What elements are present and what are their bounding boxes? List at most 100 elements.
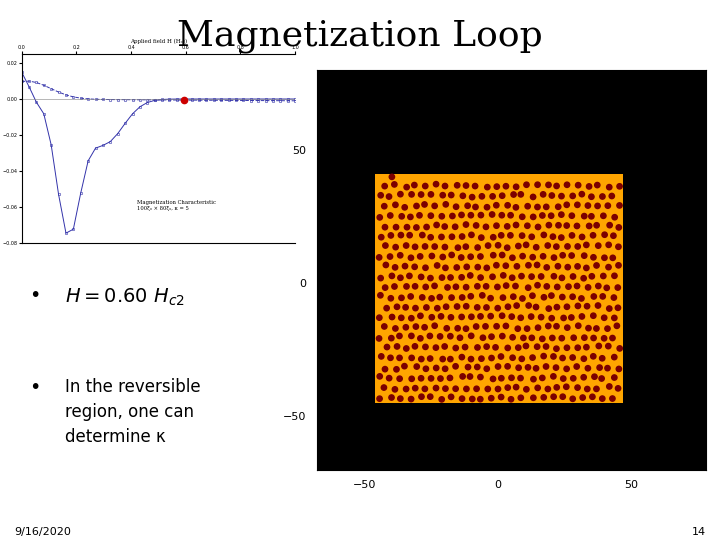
Circle shape	[617, 346, 622, 351]
Circle shape	[495, 284, 500, 289]
Circle shape	[457, 335, 463, 340]
Circle shape	[485, 205, 490, 210]
Circle shape	[581, 356, 587, 361]
Circle shape	[478, 275, 483, 280]
Circle shape	[584, 265, 589, 271]
Text: 14: 14	[691, 527, 706, 537]
Circle shape	[500, 252, 505, 258]
Circle shape	[510, 355, 516, 360]
Circle shape	[459, 314, 464, 320]
Circle shape	[530, 355, 535, 360]
Circle shape	[595, 284, 601, 289]
Circle shape	[544, 344, 549, 349]
Circle shape	[611, 295, 616, 300]
Circle shape	[520, 296, 525, 301]
Circle shape	[579, 296, 584, 301]
Circle shape	[508, 213, 513, 218]
Circle shape	[409, 192, 414, 197]
Circle shape	[499, 213, 505, 218]
Circle shape	[540, 213, 545, 218]
Circle shape	[414, 364, 420, 369]
Circle shape	[387, 375, 392, 381]
Circle shape	[393, 245, 398, 250]
Circle shape	[514, 264, 520, 269]
Circle shape	[454, 304, 460, 309]
Circle shape	[600, 294, 606, 299]
Circle shape	[600, 213, 606, 219]
Circle shape	[392, 265, 397, 270]
Circle shape	[616, 225, 621, 230]
Circle shape	[444, 304, 449, 309]
Circle shape	[541, 254, 546, 259]
Circle shape	[404, 185, 410, 190]
Circle shape	[428, 376, 433, 381]
Circle shape	[529, 234, 534, 239]
Circle shape	[546, 306, 552, 311]
Circle shape	[418, 274, 424, 280]
Circle shape	[590, 313, 596, 319]
Circle shape	[575, 323, 581, 328]
Circle shape	[467, 374, 472, 379]
Circle shape	[616, 244, 621, 249]
Circle shape	[500, 313, 505, 319]
Circle shape	[435, 306, 440, 311]
Circle shape	[473, 204, 478, 210]
Circle shape	[564, 384, 569, 389]
Circle shape	[541, 295, 546, 300]
Circle shape	[587, 223, 592, 228]
Circle shape	[440, 356, 446, 362]
Circle shape	[505, 304, 510, 309]
Circle shape	[469, 356, 474, 362]
Circle shape	[402, 363, 407, 369]
Circle shape	[449, 315, 454, 320]
Circle shape	[575, 284, 580, 289]
Circle shape	[610, 255, 616, 260]
Circle shape	[564, 223, 570, 228]
Circle shape	[424, 305, 429, 310]
Circle shape	[383, 243, 388, 248]
Circle shape	[379, 234, 384, 240]
Circle shape	[539, 314, 544, 320]
Circle shape	[556, 222, 561, 228]
Circle shape	[564, 325, 570, 330]
Circle shape	[601, 336, 607, 341]
Circle shape	[495, 386, 500, 391]
Circle shape	[582, 253, 587, 258]
Circle shape	[530, 293, 535, 299]
Circle shape	[594, 326, 599, 331]
Circle shape	[521, 335, 526, 341]
Circle shape	[474, 324, 479, 329]
Circle shape	[570, 233, 575, 238]
Circle shape	[409, 355, 414, 361]
Circle shape	[569, 253, 575, 258]
Circle shape	[600, 356, 605, 361]
Circle shape	[494, 223, 499, 228]
Circle shape	[580, 314, 585, 319]
Circle shape	[490, 274, 495, 280]
Circle shape	[589, 194, 594, 199]
Circle shape	[469, 232, 474, 238]
Circle shape	[516, 345, 521, 350]
Circle shape	[611, 354, 617, 360]
Circle shape	[534, 344, 540, 349]
Circle shape	[453, 346, 459, 350]
Circle shape	[554, 346, 559, 352]
Circle shape	[580, 234, 585, 240]
Circle shape	[516, 365, 521, 370]
Circle shape	[554, 384, 559, 390]
Circle shape	[437, 294, 442, 300]
Circle shape	[585, 366, 590, 371]
Circle shape	[531, 376, 536, 382]
Circle shape	[500, 334, 505, 339]
Circle shape	[443, 202, 449, 207]
Circle shape	[595, 183, 600, 188]
Circle shape	[519, 356, 524, 361]
Circle shape	[503, 263, 508, 268]
Circle shape	[561, 376, 566, 381]
Circle shape	[454, 265, 459, 270]
Circle shape	[448, 334, 453, 339]
Circle shape	[519, 233, 525, 238]
Circle shape	[474, 223, 479, 228]
Text: 9/16/2020: 9/16/2020	[14, 527, 71, 537]
Circle shape	[384, 345, 390, 350]
